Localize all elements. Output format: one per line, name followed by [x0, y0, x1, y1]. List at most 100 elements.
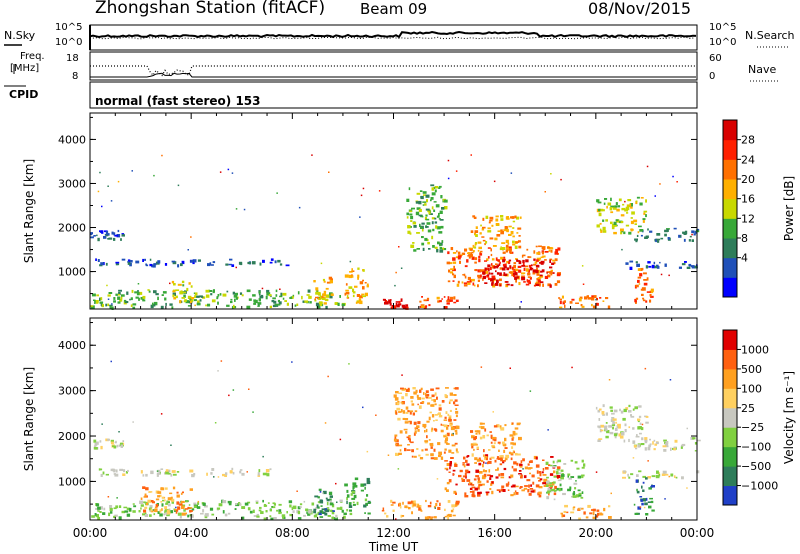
colorbar-segment [723, 159, 737, 180]
colorbar-tick-label: 16 [741, 193, 755, 206]
colorbar-segment [723, 120, 737, 141]
colorbar-label: Power [dB] [782, 176, 796, 241]
data-patch-13 [622, 470, 700, 480]
cpid-label: CPID [9, 88, 39, 101]
colorbar-tick-label: −100 [741, 441, 771, 454]
data-patch-12 [558, 295, 611, 309]
x-axis [89, 113, 698, 309]
colorbar-segment [723, 466, 737, 487]
nsearch-series [89, 36, 695, 40]
velocity-panel: 1000 2000 3000 4000 Slant Range [km] 00:00 04:… [22, 317, 715, 554]
nsearch-label: N.Search [745, 29, 795, 42]
colorbar-segment [723, 218, 737, 239]
data-patch-15 [625, 260, 698, 270]
nsearch-tick-bottom: 10^0 [709, 37, 737, 48]
data-patch-6 [382, 298, 409, 310]
data-patch-3 [171, 280, 195, 304]
colorbar-tick-label: 8 [741, 232, 748, 245]
data-patch-13 [596, 196, 648, 235]
data-patch-7 [393, 387, 460, 460]
plot-background [90, 113, 697, 309]
y-tick-label: 2000 [58, 430, 86, 443]
colorbar-tick-label: 4 [741, 252, 748, 265]
x-axis-label: Time UT [368, 540, 419, 554]
colorbar-tick-label: 28 [741, 134, 755, 147]
data-patch-1 [95, 258, 290, 268]
cpid-value: normal (fast stereo) 153 [95, 94, 261, 108]
beam-label: Beam 09 [360, 0, 428, 18]
data-patch-3 [140, 486, 193, 516]
y-axis-label: Slant Range [km] [22, 159, 36, 263]
data-patch-5 [343, 477, 372, 516]
colorbar-segment [723, 349, 737, 370]
colorbar-segment [723, 238, 737, 259]
data-patch-10 [545, 459, 586, 501]
data-patch-14 [633, 477, 655, 516]
colorbar-segment [723, 198, 737, 219]
y-tick-label: 1000 [58, 266, 86, 279]
colorbar-frame [722, 119, 738, 298]
y-axis-label: Slant Range [km] [22, 367, 36, 471]
date-label: 08/Nov/2015 [588, 0, 692, 18]
data-patch-0 [93, 438, 125, 450]
nave-series [90, 65, 696, 77]
colorbar-segment [723, 407, 737, 428]
noise-points [96, 154, 693, 307]
data-patch-4 [313, 276, 334, 305]
colorbar-segment [723, 427, 737, 448]
nsky-tick-top: 10^5 [55, 22, 83, 33]
noise-points [101, 360, 697, 520]
x-tick-label: 08:00 [275, 526, 310, 540]
data-patch-10 [482, 258, 555, 288]
colorbar-segment [723, 257, 737, 278]
colorbar-tick-label: 12 [741, 212, 755, 225]
colorbar-segment [723, 368, 737, 389]
x-tick-label: 00:00 [680, 526, 715, 540]
freq-series [90, 72, 696, 78]
colorbar-segment [723, 446, 737, 467]
data-patch-8 [419, 296, 459, 309]
data-patch-14 [634, 227, 700, 243]
data-patch-16 [634, 267, 654, 304]
nsky-tick-bottom: 10^0 [55, 37, 83, 48]
y-tick-label: 2000 [58, 222, 86, 235]
x-tick-label: 04:00 [174, 526, 209, 540]
colorbar-frame [722, 329, 738, 506]
data-patch-5 [344, 267, 369, 305]
data-patch-12 [633, 437, 701, 452]
data-patch-9 [470, 422, 522, 461]
x-tick-label: 16:00 [477, 526, 512, 540]
data-patch-4 [313, 488, 335, 516]
plot-background [90, 318, 697, 520]
x-tick-label: 12:00 [376, 526, 411, 540]
data-patch-11 [469, 215, 522, 252]
colorbar-tick-label: 100 [741, 382, 762, 395]
x-tick-label: 20:00 [579, 526, 614, 540]
freq-tick-bottom: 8 [72, 71, 79, 82]
colorbar-tick-label: −25 [741, 421, 764, 434]
colorbar-tick-label: 1000 [741, 343, 769, 356]
velocity-colorbar: 1000 500 100 25 −25 −100 −500 −1000 Velocity [m … [722, 329, 796, 506]
colorbar-tick-label: 500 [741, 363, 762, 376]
data-patch-0 [90, 229, 125, 242]
power-panel: 1000 2000 3000 4000 Slant Range [km] [22, 112, 700, 310]
data-patch-6 [381, 499, 460, 521]
power-colorbar: 28 24 20 16 12 8 4 Power [dB] [722, 119, 796, 298]
y-axis: 1000 2000 3000 4000 Slant Range [km] [22, 322, 697, 505]
y-axis: 1000 2000 3000 4000 Slant Range [km] [22, 116, 697, 295]
freq-label-line2: [MHz] [10, 63, 40, 74]
colorbar-segment [723, 485, 737, 506]
colorbar-tick-label: −1000 [741, 480, 778, 493]
x-tick-label: 00:00 [73, 526, 108, 540]
colorbar-segment [723, 330, 737, 350]
nsky-series [89, 30, 697, 39]
colorbar-tick-label: 24 [741, 153, 755, 166]
freq-tick-top: 18 [66, 53, 79, 64]
nsky-label: N.Sky [4, 29, 36, 42]
y-tick-label: 4000 [58, 133, 86, 146]
cpid-strip-frame [89, 81, 698, 109]
freq-label-line1: Freq. [20, 51, 45, 62]
y-tick-label: 3000 [58, 177, 86, 190]
x-axis: 00:00 04:00 08:00 12:00 16:00 20:00 00:00 Time … [73, 318, 715, 554]
